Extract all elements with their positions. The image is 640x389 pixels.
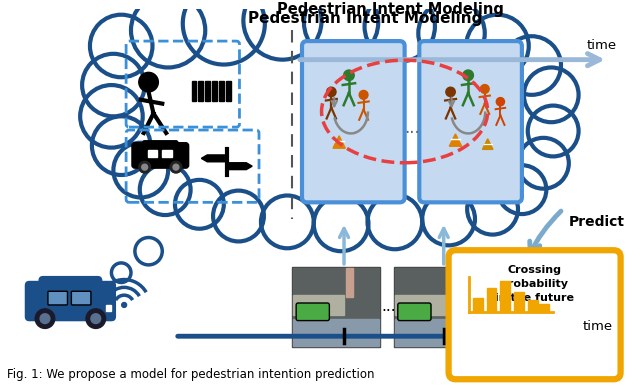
Text: ...: ... (404, 119, 420, 137)
Bar (293, 319, 380, 346)
Circle shape (367, 194, 422, 249)
Bar (205, 81, 210, 101)
Text: Pedestrian Intent Modeling: Pedestrian Intent Modeling (276, 2, 504, 17)
FancyBboxPatch shape (26, 282, 115, 321)
Circle shape (496, 98, 504, 106)
Circle shape (139, 161, 150, 173)
Circle shape (86, 309, 106, 328)
Ellipse shape (116, 65, 243, 207)
Circle shape (344, 70, 354, 81)
Circle shape (243, 0, 321, 60)
Circle shape (82, 54, 145, 116)
Bar (394, 267, 482, 347)
Text: time: time (587, 39, 617, 53)
Bar (191, 81, 196, 101)
Bar (293, 268, 380, 346)
Polygon shape (483, 139, 493, 149)
Bar (395, 295, 445, 315)
Circle shape (497, 165, 547, 214)
Circle shape (518, 138, 569, 189)
Bar (540, 304, 549, 312)
Bar (148, 149, 157, 158)
Circle shape (91, 314, 100, 324)
Ellipse shape (121, 26, 532, 217)
FancyBboxPatch shape (48, 291, 67, 305)
Bar (395, 268, 481, 346)
Bar (447, 268, 454, 297)
Text: Fig. 1: We propose a model for pedestrian intention prediction: Fig. 1: We propose a model for pedestria… (7, 368, 374, 381)
Ellipse shape (444, 82, 541, 189)
Text: Predict: Predict (569, 215, 625, 229)
Circle shape (35, 309, 55, 328)
Bar (163, 149, 172, 158)
Circle shape (419, 0, 484, 67)
Bar (486, 288, 497, 312)
Bar (292, 267, 380, 347)
Circle shape (141, 164, 148, 170)
Circle shape (140, 164, 191, 215)
Circle shape (92, 116, 150, 175)
Circle shape (466, 15, 529, 77)
FancyBboxPatch shape (132, 143, 189, 168)
Circle shape (113, 143, 168, 198)
Bar (528, 300, 538, 312)
Text: time: time (583, 320, 613, 333)
Circle shape (261, 196, 314, 248)
FancyArrow shape (228, 163, 252, 170)
Circle shape (467, 184, 518, 235)
FancyBboxPatch shape (143, 141, 178, 158)
Circle shape (139, 72, 158, 92)
Text: Crossing
probability
in the future: Crossing probability in the future (495, 265, 574, 303)
Text: ...: ... (381, 300, 396, 314)
Polygon shape (449, 134, 461, 146)
Polygon shape (333, 136, 346, 148)
FancyArrow shape (202, 155, 225, 162)
FancyBboxPatch shape (72, 291, 91, 305)
FancyBboxPatch shape (449, 250, 621, 379)
Circle shape (80, 85, 143, 147)
FancyBboxPatch shape (398, 303, 431, 321)
FancyBboxPatch shape (39, 277, 102, 306)
FancyBboxPatch shape (296, 303, 330, 321)
Circle shape (111, 263, 131, 282)
Circle shape (524, 67, 579, 122)
Bar (514, 292, 524, 312)
Circle shape (95, 284, 109, 297)
Bar (212, 81, 217, 101)
FancyBboxPatch shape (302, 41, 404, 202)
Text: Pedestrian Intent Modeling: Pedestrian Intent Modeling (248, 11, 483, 26)
Circle shape (170, 161, 182, 173)
FancyBboxPatch shape (419, 41, 522, 202)
Circle shape (359, 90, 368, 99)
Circle shape (481, 84, 489, 93)
Circle shape (422, 193, 475, 245)
Circle shape (173, 164, 179, 170)
Circle shape (175, 180, 224, 229)
Bar (198, 81, 204, 101)
Circle shape (135, 238, 163, 265)
Circle shape (502, 36, 561, 95)
Bar (500, 280, 510, 312)
Circle shape (90, 15, 152, 77)
Circle shape (40, 314, 50, 324)
Bar (346, 268, 353, 297)
Circle shape (365, 0, 435, 61)
Bar (395, 319, 481, 346)
Circle shape (304, 0, 378, 60)
Circle shape (446, 87, 455, 96)
Bar (226, 81, 230, 101)
Circle shape (122, 303, 127, 307)
Bar (473, 298, 483, 312)
Circle shape (183, 0, 265, 65)
Bar (106, 305, 111, 311)
Bar (293, 295, 344, 315)
Circle shape (213, 191, 264, 242)
Circle shape (131, 0, 205, 67)
Circle shape (463, 70, 474, 81)
Circle shape (314, 196, 369, 251)
Circle shape (326, 87, 336, 96)
Bar (219, 81, 224, 101)
Circle shape (528, 105, 579, 156)
